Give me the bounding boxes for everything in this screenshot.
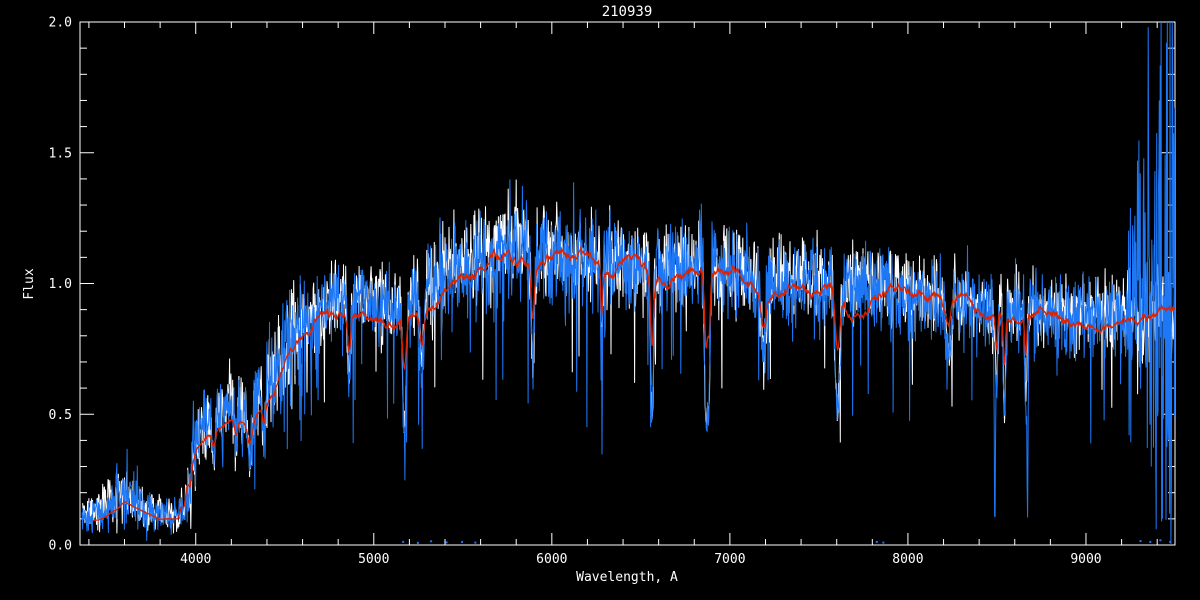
chart-title: 210939 [602,4,653,20]
y-tick-label: 1.0 [49,277,72,292]
spectrum-speck [474,541,477,544]
y-tick-label: 0.0 [49,539,72,554]
x-axis-label: Wavelength, A [576,570,678,585]
spectrum-speck [461,540,464,543]
spectrum-speck [1159,539,1162,542]
spectrum-speck [402,540,405,543]
x-tick-label: 5000 [358,552,389,567]
template-fit-red-smoothed [92,245,1175,522]
spectrum-speck [430,540,433,543]
y-axis: 0.0 0.5 1.0 1.5 2.0 [49,16,1175,554]
spectrum-speck [1139,540,1142,543]
x-axis: 4000 5000 6000 7000 8000 9000 [88,22,1158,567]
spectrum-speck [875,540,878,543]
spectrum-speck [445,541,448,544]
y-tick-label: 1.5 [49,146,72,161]
spectrum-epoch1-blue [81,22,1175,545]
spectrum-speck [882,541,885,544]
x-tick-label: 4000 [180,552,211,567]
x-tick-label: 9000 [1070,552,1101,567]
x-tick-label: 7000 [714,552,745,567]
series-layer [81,22,1175,545]
plot-area: 4000 5000 6000 7000 8000 9000 0.0 0.5 1.0 1.5 2.0 [49,16,1176,567]
spectrum-speck [1169,540,1172,543]
y-axis-label: Flux [22,268,37,299]
y-tick-label: 0.5 [49,408,72,423]
spectrum-speck [1149,540,1152,543]
x-tick-label: 8000 [892,552,923,567]
spectrum-speck [416,541,419,544]
x-tick-label: 6000 [536,552,567,567]
y-tick-label: 2.0 [49,16,72,31]
